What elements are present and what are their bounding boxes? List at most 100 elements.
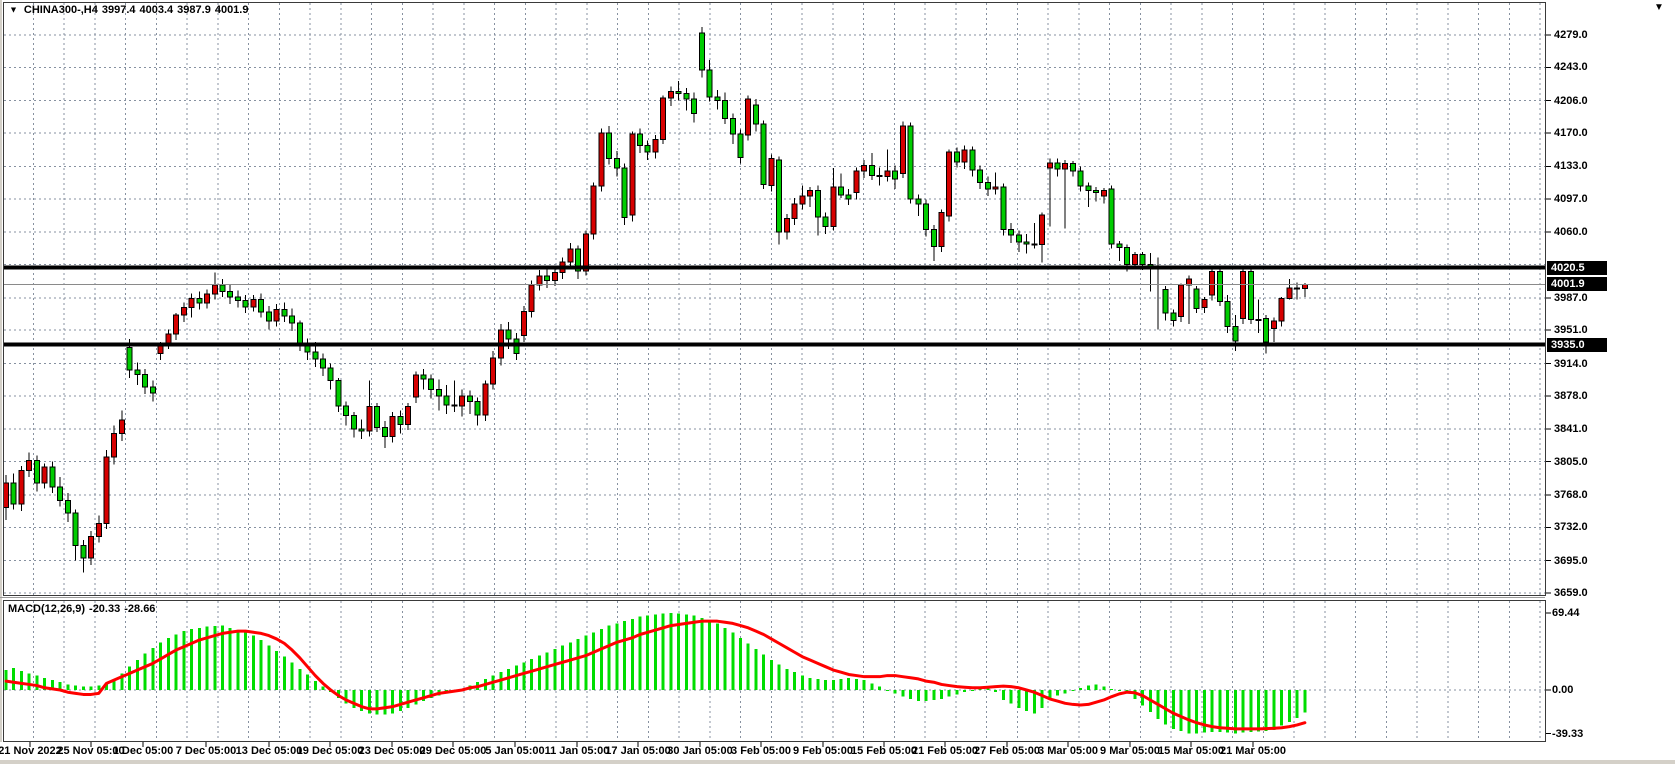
chart-shift-marker-icon[interactable]: ▼ [1654, 2, 1664, 13]
candle-body [95, 523, 102, 537]
macd-histogram-bar [646, 615, 650, 690]
price-axis-label: 3878.0 [1554, 389, 1588, 402]
candle-body [435, 389, 442, 397]
candle-body [536, 275, 543, 286]
candle-body [312, 351, 319, 360]
time-axis-label: 5 Jan 05:00 [485, 745, 545, 757]
time-axis-label: 1 Dec 05:00 [112, 745, 174, 757]
candle-body [644, 145, 651, 153]
time-axis-label: 25 Nov 05:00 [57, 745, 125, 757]
candle-body [26, 460, 33, 472]
candle-body [88, 535, 95, 559]
macd-histogram-bar [213, 626, 217, 690]
candle-body [57, 486, 64, 501]
macd-histogram-bar [58, 682, 62, 690]
candle-body [327, 367, 334, 382]
macd-name-label: MACD(12,26,9) [8, 603, 86, 615]
price-axis-label: 4097.0 [1554, 192, 1588, 205]
candle-body [830, 186, 837, 228]
macd-histogram-bar [174, 634, 178, 690]
macd-signal-line [4, 619, 1307, 731]
time-axis-label: 29 Dec 05:00 [419, 745, 487, 757]
candle-body [737, 133, 744, 158]
candle-body [1116, 243, 1123, 248]
price-axis-background[interactable] [1546, 0, 1675, 760]
price-axis-label: 4133.0 [1554, 160, 1588, 173]
candle-body [575, 248, 582, 272]
candle-body [969, 149, 976, 171]
macd-histogram-bar [422, 690, 426, 702]
candle-body [1023, 241, 1030, 245]
macd-histogram-bar [12, 667, 16, 690]
macd-axis-label: 0.00 [1552, 684, 1574, 696]
candle-body [1286, 287, 1293, 300]
macd-histogram-bar [1210, 690, 1214, 733]
macd-histogram-bar [584, 635, 588, 690]
macd-histogram-bar [615, 623, 619, 690]
close-value: 4001.9 [214, 4, 249, 16]
time-axis-label: 21 Nov 2022 [0, 745, 62, 757]
macd-histogram-bar [267, 645, 271, 690]
macd-histogram-bar [901, 690, 905, 697]
macd-histogram-bar [568, 642, 572, 690]
candle-body [907, 125, 914, 200]
candle-body [691, 98, 698, 114]
macd-histogram-bar [545, 652, 549, 690]
macd-histogram-bar [653, 614, 657, 690]
symbol-timeframe-label: CHINA300-,H4 [23, 4, 98, 16]
macd-histogram-bar [800, 675, 804, 690]
candle-body [992, 186, 999, 190]
macd-axis-label: 69.44 [1552, 606, 1580, 619]
macd-histogram-bar [537, 655, 541, 690]
candle-body [459, 395, 466, 407]
macd-histogram-bar [81, 686, 85, 690]
candle-body [227, 291, 234, 298]
symbol-dropdown-icon[interactable]: ▼ [9, 5, 18, 15]
macd-histogram-bar [592, 632, 596, 690]
macd-histogram-bar [692, 615, 696, 690]
candle-body [10, 482, 17, 505]
candle-body [923, 203, 930, 230]
macd-histogram-bar [50, 680, 54, 690]
candle-body [474, 400, 481, 416]
macd-histogram-bar [932, 690, 936, 700]
macd-histogram-bar [940, 690, 944, 699]
macd-histogram-bar [684, 614, 688, 690]
time-axis-background[interactable] [0, 742, 1675, 760]
candle-body [281, 309, 288, 317]
macd-histogram-bar [893, 690, 897, 694]
macd-histogram-bar [1280, 690, 1284, 726]
candle-body [1008, 228, 1015, 236]
macd-histogram-bar [97, 685, 101, 690]
candle-body [667, 91, 674, 99]
macd-histogram-bar [785, 668, 789, 690]
macd-histogram-bar [1179, 690, 1183, 732]
candle-body [1131, 254, 1138, 266]
macd-histogram-bar [909, 690, 913, 699]
candle-body [33, 460, 40, 484]
high-value: 4003.4 [139, 4, 174, 16]
time-axis-label: 3 Feb 05:00 [731, 745, 791, 757]
candle-body [675, 91, 682, 94]
candle-body [165, 333, 172, 345]
price-axis-label: 3987.0 [1554, 291, 1588, 304]
candle-body [389, 416, 396, 437]
candle-body [103, 456, 110, 525]
candle-body [173, 314, 180, 335]
candle-body [636, 133, 643, 147]
macd-histogram-bar [166, 637, 170, 690]
macd-histogram-bar [1272, 690, 1276, 730]
macd-histogram-bar [251, 635, 255, 690]
candle-body [683, 93, 690, 100]
time-axis-label: 13 Dec 05:00 [235, 745, 303, 757]
macd-histogram-bar [19, 671, 23, 690]
macd-histogram-bar [1187, 690, 1191, 734]
candle-body [760, 123, 767, 185]
macd-histogram-bar [769, 660, 773, 690]
candle-body [938, 211, 945, 248]
candle-body [1077, 170, 1084, 187]
macd-histogram-bar [723, 627, 727, 690]
candle-body [118, 419, 125, 435]
